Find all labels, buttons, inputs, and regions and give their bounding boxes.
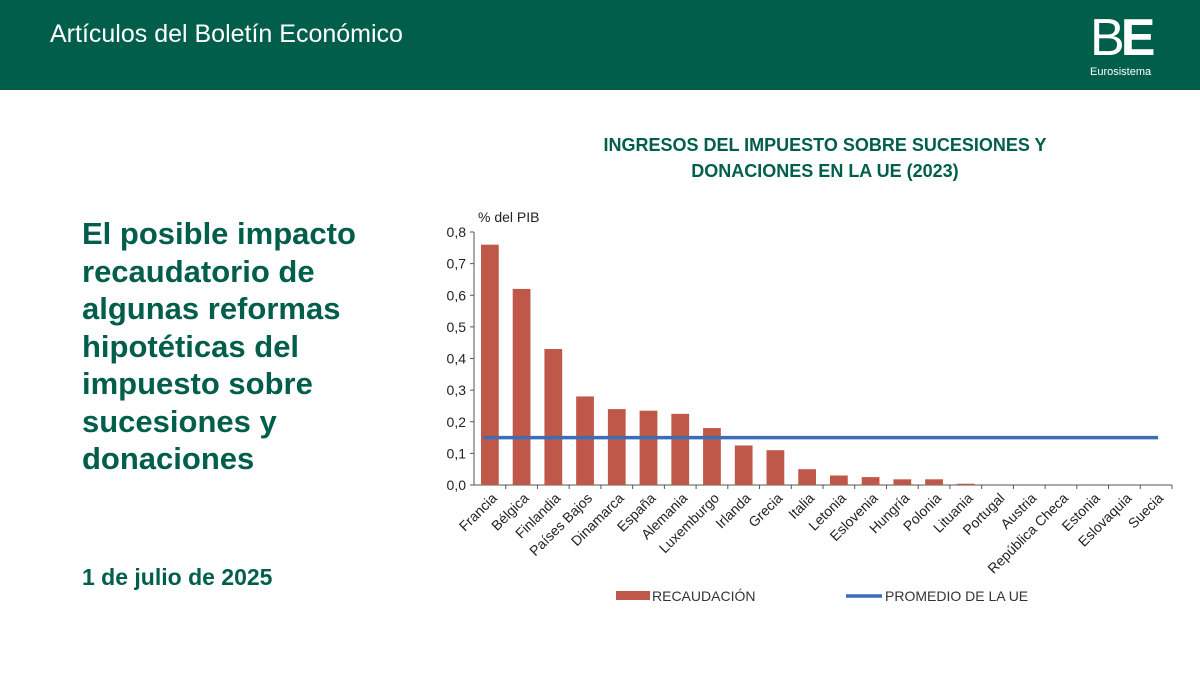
y-tick-label: 0,2 <box>447 414 467 430</box>
legend-label-promedio: PROMEDIO DE LA UE <box>885 588 1028 604</box>
x-tick-label: Suecia <box>1125 490 1167 532</box>
header-bar: Artículos del Boletín Económico BE Euros… <box>0 0 1200 90</box>
y-tick-label: 0,8 <box>447 224 467 240</box>
bar-16 <box>956 483 975 485</box>
y-tick-label: 0,1 <box>447 445 467 461</box>
logo-mark: BE <box>1090 9 1156 67</box>
legend-label-recaudacion: RECAUDACIÓN <box>652 588 755 604</box>
y-tick-label: 0,6 <box>447 287 467 303</box>
bar-1 <box>480 244 499 485</box>
bar-14 <box>893 479 912 485</box>
bar-4 <box>576 396 594 485</box>
bar-15 <box>925 479 943 485</box>
logo-subtitle: Eurosistema <box>1090 66 1152 78</box>
bar-2 <box>512 288 531 485</box>
logo-letter-b: B <box>1090 9 1125 67</box>
bar-11 <box>798 469 817 485</box>
chart-title-line-1: INGRESOS DEL IMPUESTO SOBRE SUCESIONES Y <box>603 135 1047 155</box>
article-date: 1 de julio de 2025 <box>82 564 273 590</box>
bar-3 <box>544 349 563 485</box>
bar-6 <box>639 410 658 485</box>
bar-9 <box>734 445 753 485</box>
chart-title-line-2: DONACIONES EN LA UE (2023) <box>691 161 959 181</box>
y-tick-label: 0,3 <box>447 382 467 398</box>
bar-13 <box>861 477 880 485</box>
bar-10 <box>766 450 785 485</box>
y-tick-label: 0,0 <box>447 477 467 493</box>
article-title: El posible impacto recaudatorio de algun… <box>82 216 356 476</box>
x-tick-label: Grecia <box>745 490 786 531</box>
header-title: Artículos del Boletín Económico <box>50 20 403 48</box>
x-tick-label: Irlanda <box>712 490 754 532</box>
y-tick-label: 0,4 <box>447 351 467 367</box>
bar-chart: % del PIB0,00,10,20,30,40,50,60,70,8Fran… <box>447 209 1173 604</box>
bar-7 <box>671 413 690 485</box>
bar-8 <box>703 428 721 485</box>
bar-5 <box>607 409 626 485</box>
chart-title: INGRESOS DEL IMPUESTO SOBRE SUCESIONES Y… <box>530 132 1120 184</box>
y-axis-label: % del PIB <box>478 209 539 225</box>
y-tick-label: 0,5 <box>447 319 467 335</box>
legend-swatch-recaudacion <box>616 591 650 600</box>
logo-letter-e: E <box>1120 9 1156 67</box>
be-logo: BE Eurosistema <box>1088 12 1168 82</box>
bar-12 <box>829 475 848 485</box>
y-tick-label: 0,7 <box>447 256 467 272</box>
